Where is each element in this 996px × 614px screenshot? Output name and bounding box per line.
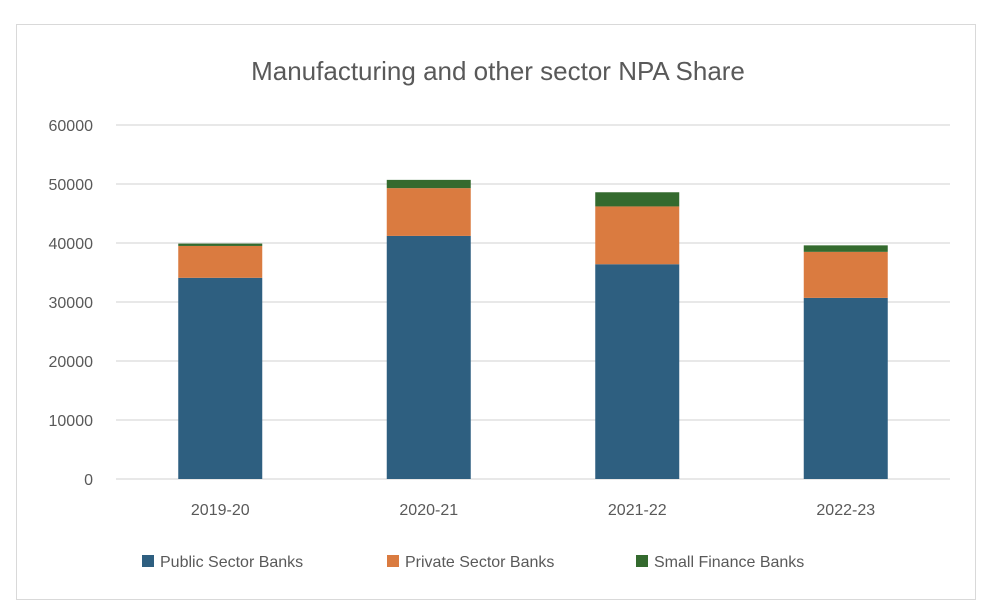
legend-label: Private Sector Banks	[405, 554, 554, 571]
legend-swatch	[142, 555, 154, 567]
legend-swatch	[387, 555, 399, 567]
bar-segment-small-finance-banks	[803, 245, 888, 252]
bar-segment-private-sector-banks	[386, 188, 471, 236]
x-tick-label: 2019-20	[191, 502, 250, 519]
legend-label: Public Sector Banks	[160, 554, 303, 571]
y-tick-label: 40000	[49, 236, 94, 253]
bar-segment-small-finance-banks	[178, 243, 263, 246]
x-axis-ticks: 2019-20 2020-21 2021-22 2022-23	[191, 502, 875, 519]
y-tick-label: 10000	[49, 413, 94, 430]
x-tick-label: 2021-22	[608, 502, 667, 519]
bar-segment-public-sector-banks	[595, 264, 680, 479]
bar-segment-public-sector-banks	[803, 297, 888, 479]
bar-segment-private-sector-banks	[595, 206, 680, 265]
bar-segment-private-sector-banks	[178, 245, 263, 278]
legend-label: Small Finance Banks	[654, 554, 804, 571]
legend-swatch	[636, 555, 648, 567]
bar-segment-small-finance-banks	[595, 192, 680, 207]
legend-item: Small Finance Banks	[636, 554, 804, 571]
bar-segment-public-sector-banks	[386, 235, 471, 479]
bar-segment-public-sector-banks	[178, 277, 263, 479]
legend-item: Private Sector Banks	[387, 554, 554, 571]
x-tick-label: 2020-21	[399, 502, 458, 519]
y-tick-label: 50000	[49, 177, 94, 194]
x-tick-label: 2022-23	[816, 502, 875, 519]
y-axis-ticks: 0 10000 20000 30000 40000 50000 60000	[49, 118, 94, 489]
legend-item: Public Sector Banks	[142, 554, 303, 571]
y-tick-label: 20000	[49, 354, 94, 371]
legend: Public Sector Banks Private Sector Banks S…	[142, 554, 804, 571]
bar-segment-private-sector-banks	[803, 251, 888, 298]
y-tick-label: 0	[84, 472, 93, 489]
y-tick-label: 60000	[49, 118, 94, 135]
bar-segment-small-finance-banks	[386, 179, 471, 189]
bars	[178, 179, 888, 479]
y-tick-label: 30000	[49, 295, 94, 312]
chart-title: Manufacturing and other sector NPA Share	[251, 56, 745, 86]
